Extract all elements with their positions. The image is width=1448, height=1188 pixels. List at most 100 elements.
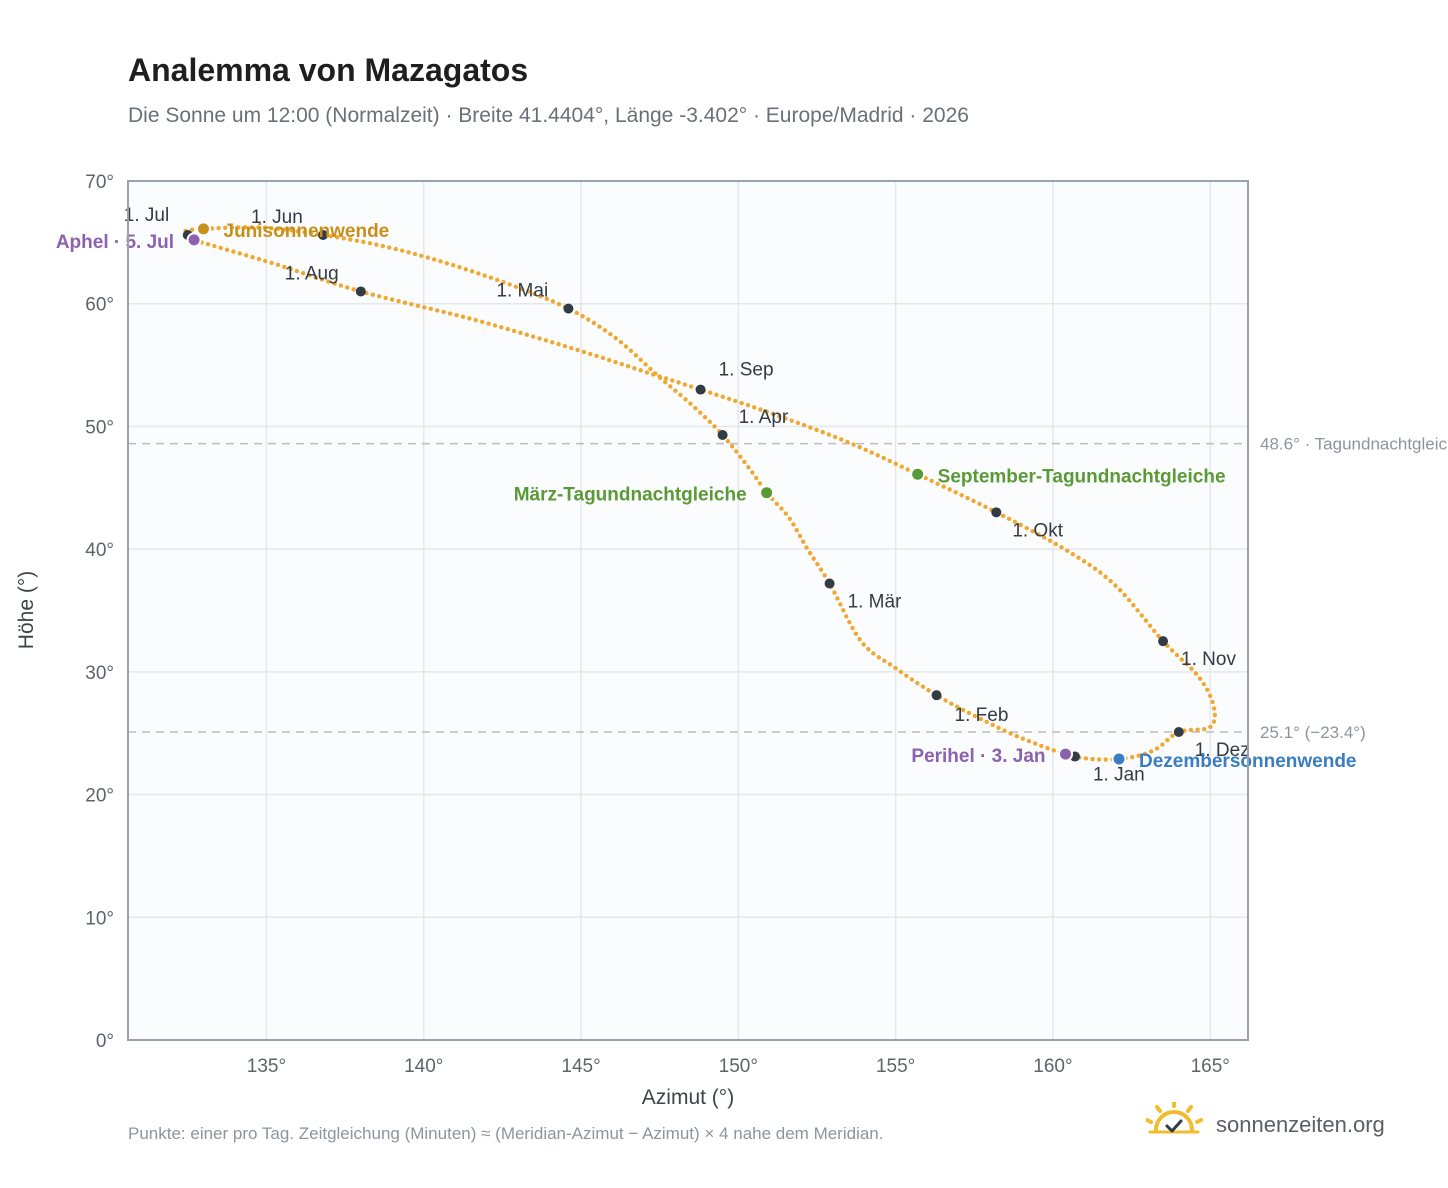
month-marker-label: 1. Mai — [496, 281, 548, 302]
daily-sun-dot — [473, 317, 478, 323]
daily-sun-dot — [754, 475, 759, 481]
month-marker — [1173, 726, 1184, 737]
daily-sun-dot — [326, 279, 331, 284]
daily-sun-dot — [412, 251, 418, 257]
month-marker-label: 1. Jan — [1093, 765, 1145, 786]
daily-sun-dot — [389, 297, 395, 302]
daily-sun-dot — [838, 602, 843, 607]
daily-sun-dot — [797, 533, 803, 539]
special-points: JunisonnenwendeDezembersonnenwendeMärz-T… — [56, 221, 1357, 772]
daily-sun-dot — [608, 331, 613, 337]
daily-sun-dot — [882, 658, 887, 664]
daily-sun-dot — [454, 312, 459, 318]
daily-sun-dot — [269, 225, 274, 231]
daily-sun-dot — [893, 461, 898, 467]
x-tick-label: 150° — [719, 1056, 758, 1077]
analemma-curve — [183, 225, 1218, 762]
daily-sun-dot — [1039, 743, 1044, 749]
daily-sun-dot — [499, 325, 504, 330]
daily-sun-dot — [720, 394, 725, 400]
daily-sun-dot — [409, 302, 414, 307]
chart-title: Analemma von Mazagatos — [128, 52, 529, 88]
daily-sun-dot — [377, 294, 382, 299]
daily-sun-dot — [774, 501, 780, 506]
daily-sun-dot — [841, 608, 846, 613]
daily-sun-dot — [779, 506, 784, 511]
daily-sun-dot — [729, 444, 735, 449]
daily-sun-dot — [295, 229, 301, 234]
daily-sun-dot — [1211, 719, 1217, 724]
daily-sun-dot — [851, 442, 856, 447]
daily-sun-dot — [757, 481, 763, 486]
daily-sun-dot — [530, 334, 536, 339]
daily-sun-dot — [242, 225, 248, 230]
daily-sun-dot — [668, 384, 673, 389]
month-marker-label: 1. Okt — [1012, 520, 1063, 541]
daily-sun-dot — [905, 467, 910, 472]
chart-subtitle: Die Sonne um 12:00 (Normalzeit) · Breite… — [128, 104, 969, 127]
daily-sun-dot — [338, 283, 344, 288]
daily-sun-dot — [1092, 566, 1098, 571]
daily-sun-dot — [984, 719, 989, 725]
daily-sun-dot — [348, 237, 353, 242]
daily-sun-dot — [597, 324, 602, 329]
x-axis-label: Azimut (°) — [642, 1086, 734, 1109]
daily-sun-dot — [1008, 731, 1013, 736]
y-axis-label: Höhe (°) — [15, 571, 38, 649]
daily-sun-dot — [776, 413, 782, 419]
daily-sun-dot — [282, 227, 287, 232]
daily-sun-dot — [450, 263, 456, 268]
daily-sun-dot — [791, 522, 796, 527]
daily-sun-dot — [618, 340, 624, 345]
daily-sun-dot — [949, 701, 954, 706]
daily-sun-dot — [361, 239, 366, 245]
daily-sun-dot — [847, 619, 852, 625]
daily-sun-dot — [1070, 551, 1076, 557]
daily-sun-dot — [801, 539, 806, 544]
daily-sun-dot — [1012, 519, 1018, 525]
daily-sun-dot — [606, 357, 612, 363]
daily-sun-dot — [1129, 754, 1135, 760]
daily-sun-dot — [550, 340, 555, 345]
daily-sun-dot — [1174, 652, 1180, 658]
daily-sun-dot — [648, 366, 653, 372]
daily-sun-dot — [482, 273, 487, 278]
daily-sun-dot — [447, 311, 453, 316]
daily-sun-dot — [307, 273, 312, 278]
daily-sun-dot — [1197, 676, 1203, 681]
daily-sun-dot — [818, 567, 824, 572]
daily-sun-dot — [623, 344, 629, 349]
daily-sun-dot — [537, 336, 542, 341]
daily-sun-dot — [638, 357, 643, 363]
month-marker — [355, 286, 366, 297]
month-marker-label: 1. Jun — [251, 207, 303, 228]
daily-sun-dot — [688, 401, 693, 406]
daily-sun-dot — [1160, 742, 1165, 747]
daily-sun-dot — [1026, 738, 1032, 744]
brand-logo[interactable]: sonnenzeiten.org — [1146, 1102, 1396, 1146]
daily-sun-dot — [693, 405, 698, 411]
month-marker-label: 1. Nov — [1181, 649, 1236, 670]
daily-sun-dot — [351, 287, 356, 292]
daily-sun-dot — [801, 423, 807, 428]
daily-sun-dot — [804, 545, 809, 550]
daily-sun-dot — [844, 614, 849, 619]
daily-sun-dot — [1024, 525, 1029, 531]
daily-sun-dot — [328, 233, 333, 239]
daily-sun-dot — [633, 353, 639, 358]
daily-sun-dot — [881, 455, 886, 461]
daily-sun-dot — [835, 596, 840, 601]
daily-sun-dot — [808, 425, 813, 430]
daily-sun-dot — [1188, 727, 1194, 733]
month-marker-label: 1. Sep — [719, 360, 774, 381]
daily-sun-dot — [1205, 687, 1210, 693]
daily-sun-dot — [1006, 516, 1012, 522]
daily-sun-dot — [875, 453, 880, 458]
daily-sun-dot — [733, 398, 738, 404]
daily-sun-dot — [1065, 548, 1070, 553]
daily-sun-dot — [857, 636, 862, 642]
daily-sun-dot — [613, 335, 618, 341]
daily-sun-dot — [519, 286, 525, 292]
daily-sun-dot — [678, 392, 683, 398]
daily-sun-dot — [920, 684, 926, 689]
